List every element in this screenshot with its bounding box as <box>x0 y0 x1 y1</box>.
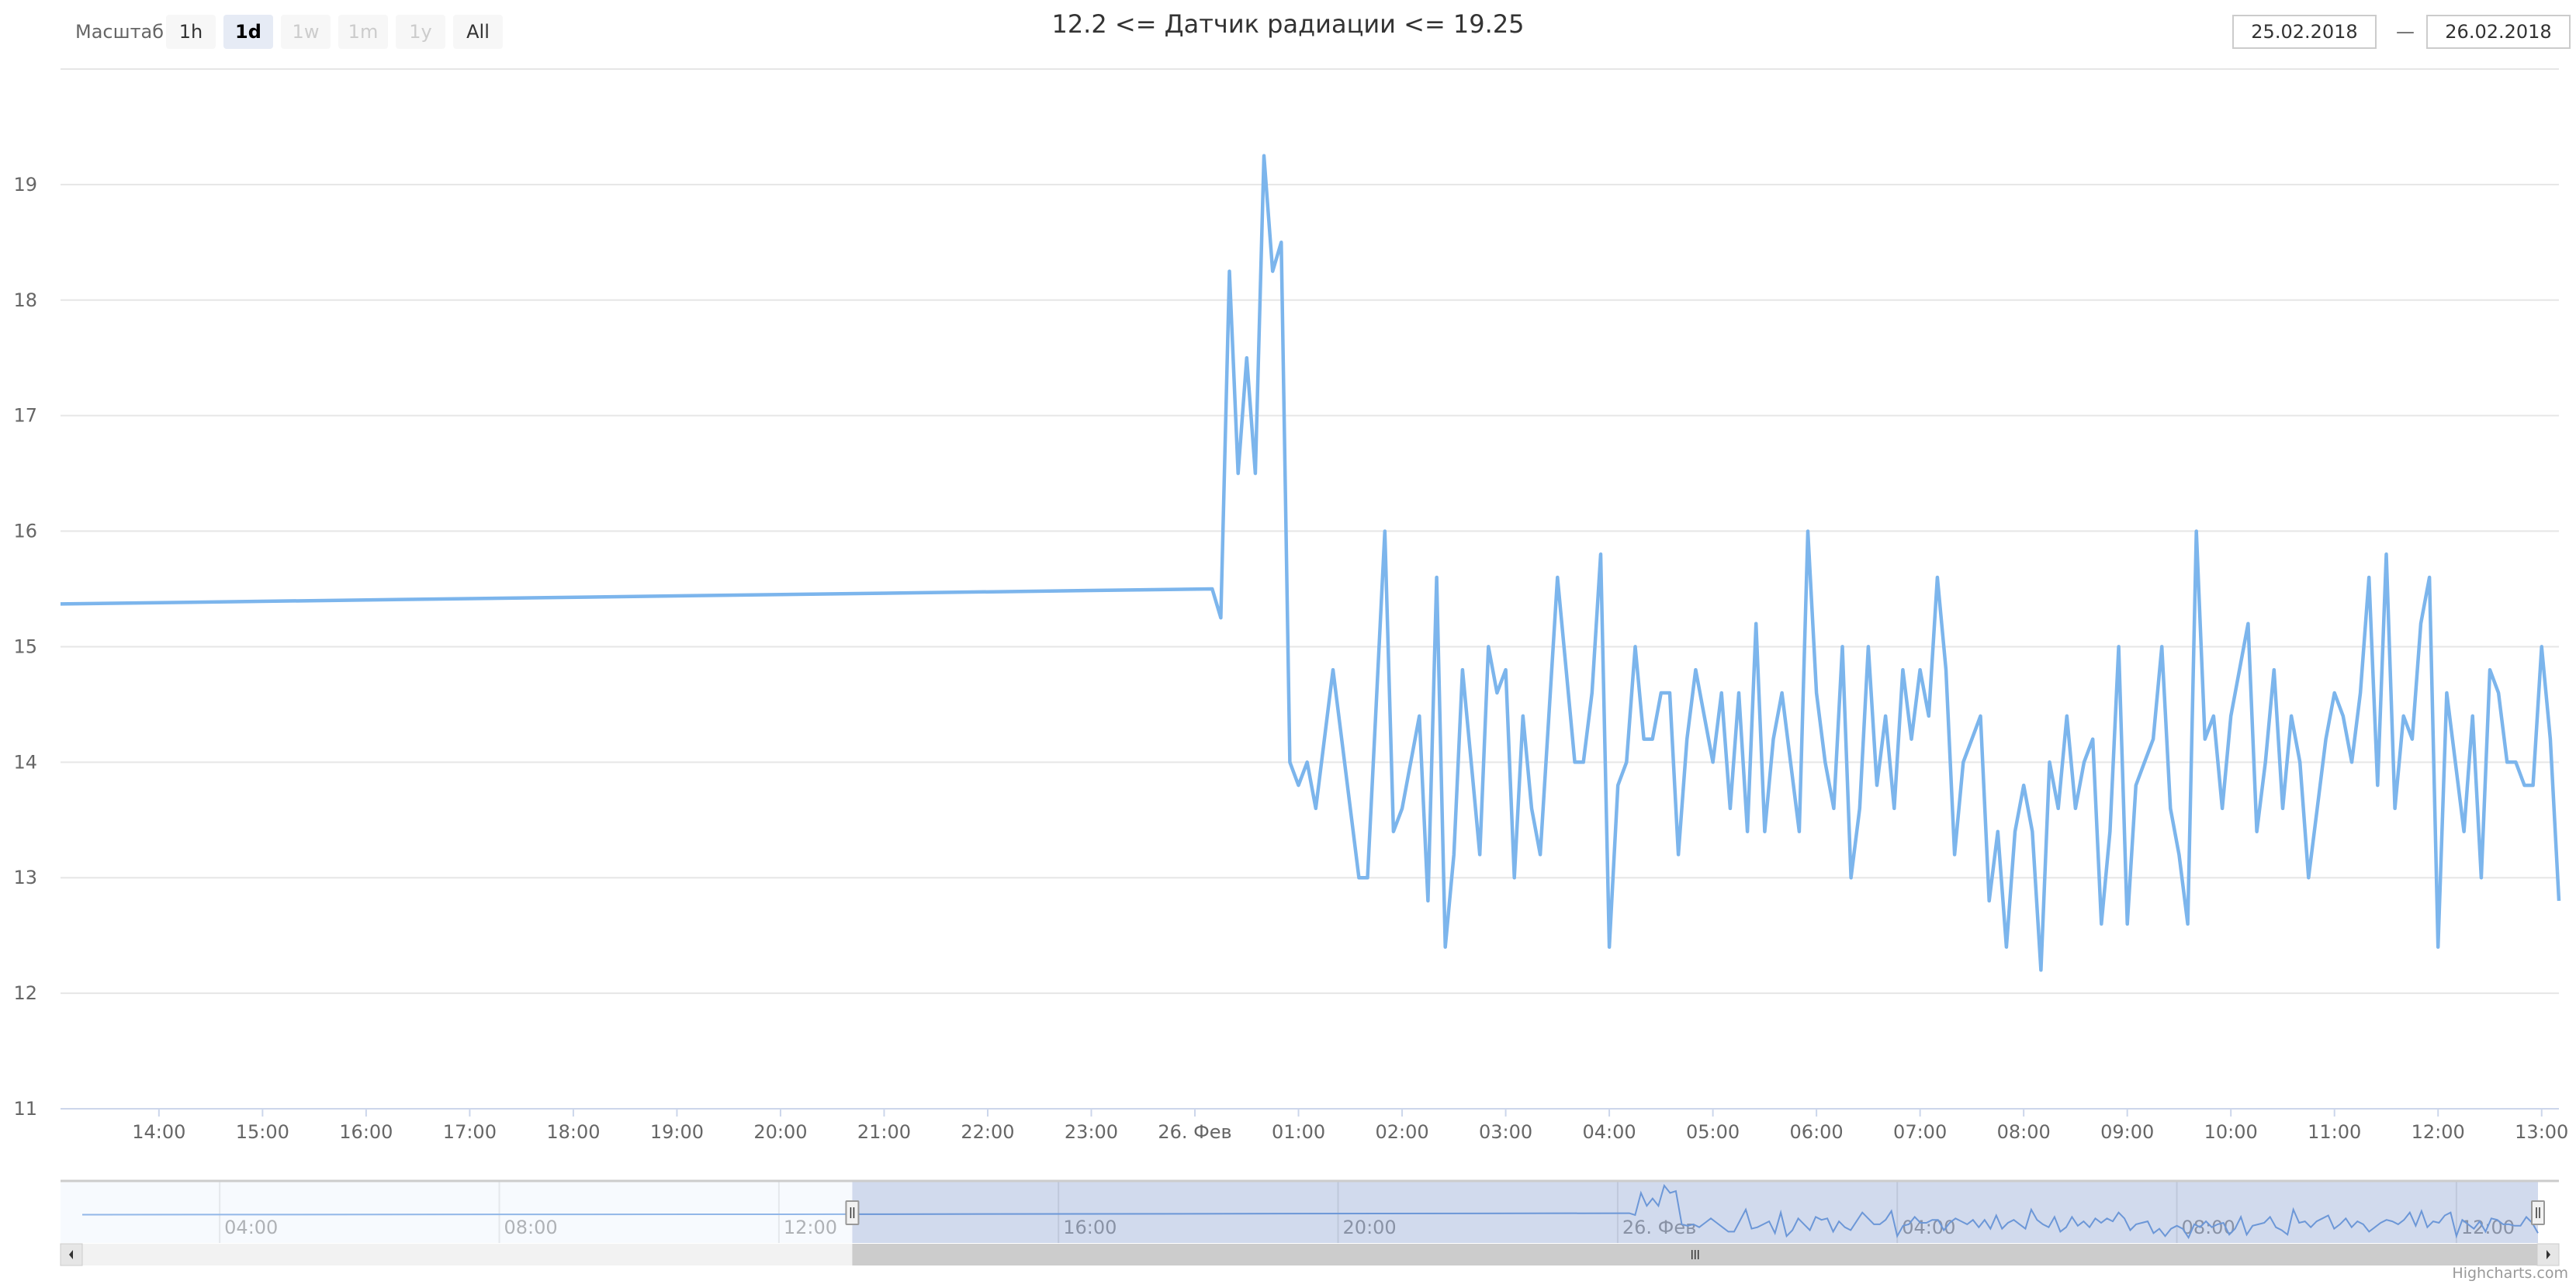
navigator-series-line <box>81 1183 2539 1240</box>
x-axis-labels: 14:00 15:00 16:00 17:00 18:00 19:00 20:00 21:00… <box>132 1109 2568 1143</box>
x-tick-label: 12:00 <box>2412 1121 2465 1143</box>
handle-box <box>845 1200 860 1225</box>
x-tick-label: 26. Фев <box>1158 1121 1231 1143</box>
y-tick-label: 19 <box>13 174 37 196</box>
range-button-1y: 1y <box>396 15 445 49</box>
x-tick-label: 17:00 <box>443 1121 497 1143</box>
series-line-path <box>60 154 2561 972</box>
range-button-1w: 1w <box>281 15 331 49</box>
x-tick-label: 10:00 <box>2204 1121 2258 1143</box>
x-tick-label: 08:00 <box>1997 1121 2051 1143</box>
y-tick-label: 13 <box>13 867 37 888</box>
scroll-left-button[interactable] <box>60 1243 83 1266</box>
date-range-dash: — <box>2396 21 2415 43</box>
x-tick-label: 04:00 <box>1583 1121 1636 1143</box>
y-tick-label: 16 <box>13 521 37 542</box>
navigator-handle-left[interactable] <box>845 1200 860 1225</box>
x-tick-label: 14:00 <box>132 1121 185 1143</box>
y-tick-label: 17 <box>13 405 37 427</box>
scrollbar[interactable] <box>60 1243 2560 1266</box>
x-tick-label: 19:00 <box>650 1121 704 1143</box>
x-tick-label: 02:00 <box>1375 1121 1428 1143</box>
series-line[interactable] <box>60 154 2561 972</box>
navigator-tick-label: 08:00 <box>504 1217 558 1238</box>
navigator-outside-mask <box>61 1181 853 1243</box>
chart-title: 12.2 <= Датчик радиации <= 19.25 <box>1051 9 1525 39</box>
x-tick-label: 15:00 <box>236 1121 289 1143</box>
range-button-all[interactable]: All <box>453 15 503 49</box>
navigator-tick-label: 26. Фев <box>1622 1217 1696 1238</box>
navigator-tick-label: 20:00 <box>1343 1217 1397 1238</box>
y-tick-label: 15 <box>13 635 37 657</box>
navigator-tick-label: 04:00 <box>224 1217 278 1238</box>
y-tick-label: 14 <box>13 751 37 773</box>
x-tick-label: 05:00 <box>1686 1121 1740 1143</box>
x-tick-label: 11:00 <box>2308 1121 2361 1143</box>
x-tick-label: 20:00 <box>753 1121 807 1143</box>
x-tick-label: 23:00 <box>1065 1121 1118 1143</box>
x-tick-label: 18:00 <box>546 1121 600 1143</box>
y-tick-label: 18 <box>13 289 37 311</box>
y-tick-label: 12 <box>13 982 37 1004</box>
navigator-handle-right[interactable] <box>2531 1200 2545 1225</box>
y-gridlines <box>61 68 2559 1110</box>
range-button-1h[interactable]: 1h <box>166 15 216 49</box>
x-tick-label: 06:00 <box>1790 1121 1844 1143</box>
navigator-tick-label: 12:00 <box>784 1217 837 1238</box>
navigator-background <box>61 1181 2559 1243</box>
x-tick-label: 21:00 <box>857 1121 911 1143</box>
range-button-1m: 1m <box>338 15 388 49</box>
x-tick-label: 13:00 <box>2515 1121 2568 1143</box>
x-tick-label: 01:00 <box>1272 1121 1325 1143</box>
x-tick-label: 07:00 <box>1893 1121 1947 1143</box>
x-tick-label: 03:00 <box>1479 1121 1532 1143</box>
x-tick-label: 22:00 <box>961 1121 1014 1143</box>
to-date-input[interactable]: 26.02.2018 <box>2426 15 2571 49</box>
arrow-right-icon <box>2547 1250 2550 1259</box>
x-tick-label: 09:00 <box>2100 1121 2154 1143</box>
x-tick-label: 16:00 <box>339 1121 393 1143</box>
arrow-left-icon <box>69 1250 73 1259</box>
from-date-input[interactable]: 25.02.2018 <box>2232 15 2377 49</box>
range-button-1d[interactable]: 1d <box>223 15 273 49</box>
handle-box <box>2531 1200 2545 1225</box>
y-axis-labels: 11 12 13 14 15 16 17 18 19 <box>13 174 37 1120</box>
credits-link[interactable]: Highcharts.com <box>2452 1265 2568 1282</box>
range-selector-label: Масштаб <box>75 21 164 43</box>
navigator-tick-label: 16:00 <box>1063 1217 1117 1238</box>
y-tick-label: 11 <box>13 1098 37 1120</box>
navigator-selected-range <box>852 1181 2538 1243</box>
